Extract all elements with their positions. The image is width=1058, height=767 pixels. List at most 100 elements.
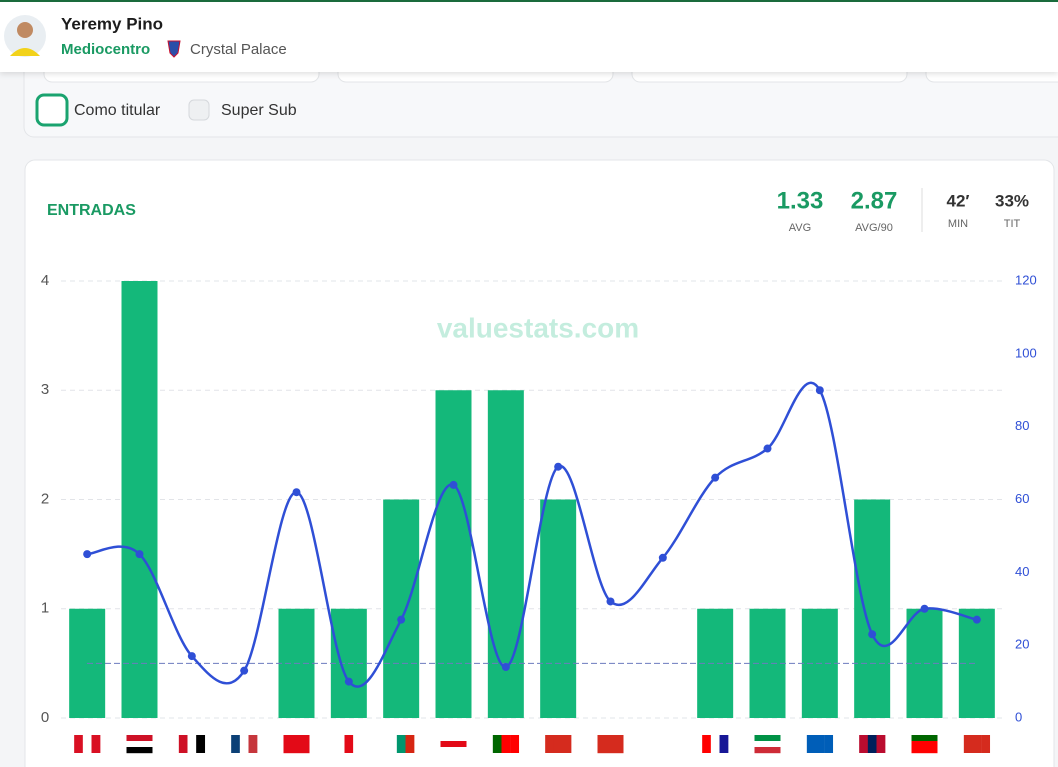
y2-tick-label: 0: [1015, 709, 1022, 724]
line-point: [972, 615, 981, 624]
watermark: valuestats.com: [437, 312, 639, 343]
line-point: [135, 550, 144, 559]
flag: [545, 735, 555, 753]
flag: [440, 747, 467, 754]
chart-title: ENTRADAS: [47, 202, 136, 219]
flag: [815, 735, 825, 753]
y-tick-label: 3: [41, 381, 49, 398]
club-name[interactable]: Crystal Palace: [190, 41, 287, 58]
bar: [854, 499, 891, 718]
stat-value: 1.33: [777, 187, 824, 214]
flag: [74, 735, 84, 753]
flag: [126, 747, 153, 754]
stat-value: 33%: [995, 191, 1029, 210]
flag: [91, 735, 101, 753]
flag: [283, 735, 310, 742]
flag: [876, 735, 886, 753]
y-tick-label: 0: [41, 709, 49, 726]
flag: [859, 735, 869, 753]
stat-label: MIN: [948, 218, 968, 230]
checkbox-label[interactable]: Super Sub: [221, 102, 297, 119]
stat-label: AVG/90: [855, 222, 893, 234]
y-tick-label: 1: [41, 600, 49, 617]
flag: [597, 747, 624, 754]
bar: [435, 390, 472, 718]
checkbox[interactable]: [35, 93, 69, 127]
club-crest: [167, 40, 181, 58]
flag: [649, 735, 659, 753]
stat-value: 2.87: [851, 187, 898, 214]
line-point: [187, 652, 196, 661]
line-point: [292, 488, 301, 497]
flag: [353, 735, 363, 753]
line-point: [711, 473, 720, 482]
line-point: [606, 597, 615, 606]
flag: [963, 735, 973, 753]
stat-label: TIT: [1004, 218, 1021, 230]
stat-value: 42′: [947, 191, 970, 210]
line-point: [344, 677, 353, 686]
flag: [981, 735, 991, 753]
line-point: [658, 553, 667, 562]
line-point: [83, 550, 92, 559]
flag: [658, 735, 668, 753]
line-point: [397, 615, 406, 624]
line-point: [763, 444, 772, 453]
flag: [187, 735, 197, 753]
avatar-face: [17, 22, 33, 38]
flag: [492, 735, 502, 753]
flag: [440, 741, 467, 748]
flag: [283, 741, 310, 748]
y-tick-label: 4: [41, 272, 49, 289]
flag: [335, 735, 345, 753]
flag: [824, 735, 834, 753]
header: [0, 0, 1058, 72]
flag: [719, 735, 729, 753]
line-point: [501, 663, 510, 672]
bar: [121, 281, 158, 718]
line-point: [920, 604, 929, 613]
flag: [972, 735, 982, 753]
line-point: [815, 386, 824, 395]
flag: [562, 735, 572, 753]
avatar-shirt: [10, 48, 40, 56]
flag: [867, 735, 877, 753]
flag: [911, 735, 938, 742]
flag: [597, 735, 624, 742]
player-position: Mediocentro: [61, 41, 150, 58]
flag: [126, 735, 153, 742]
y2-tick-label: 100: [1015, 345, 1037, 360]
flag: [702, 735, 712, 753]
flag: [754, 747, 781, 754]
chart-card: [24, 159, 1055, 767]
flag: [911, 747, 938, 754]
y-tick-label: 2: [41, 490, 49, 507]
y2-tick-label: 20: [1015, 637, 1029, 652]
flag: [248, 735, 258, 753]
flag: [553, 735, 563, 753]
checkbox[interactable]: [188, 99, 210, 121]
bar: [383, 499, 420, 718]
flag: [754, 741, 781, 748]
flag: [388, 735, 398, 753]
flag: [178, 735, 188, 753]
flag: [283, 747, 310, 754]
y2-tick-label: 80: [1015, 418, 1029, 433]
flag: [754, 735, 781, 742]
flag: [710, 735, 720, 753]
line-point: [554, 462, 563, 471]
flag: [405, 735, 415, 753]
flag: [440, 735, 467, 742]
line-point: [449, 480, 458, 489]
y2-tick-label: 60: [1015, 491, 1029, 506]
player-name: Yeremy Pino: [61, 14, 163, 33]
flag: [344, 735, 354, 753]
stat-label: AVG: [789, 222, 811, 234]
flag: [911, 741, 938, 748]
checkbox-label[interactable]: Como titular: [74, 102, 161, 119]
header-border: [0, 0, 1058, 2]
flag: [667, 735, 677, 753]
